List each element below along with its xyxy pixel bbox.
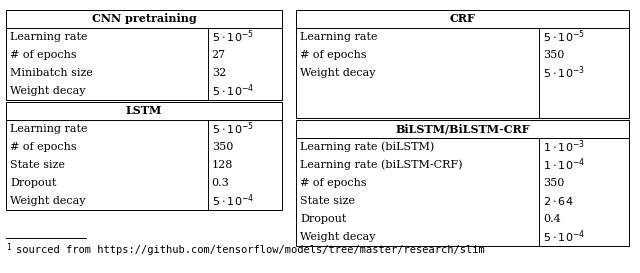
Text: $1 \cdot 10^{-3}$: $1 \cdot 10^{-3}$: [543, 139, 585, 155]
Text: 350: 350: [543, 178, 564, 188]
Text: Learning rate: Learning rate: [10, 32, 88, 42]
Text: State size: State size: [300, 196, 355, 206]
Text: 0.3: 0.3: [212, 178, 230, 188]
Text: sourced from https://github.com/tensorflow/models/tree/master/research/slim: sourced from https://github.com/tensorfl…: [16, 245, 484, 255]
Text: Dropout: Dropout: [10, 178, 56, 188]
Bar: [296, 120, 629, 246]
Text: 32: 32: [212, 68, 226, 78]
Text: $^1$: $^1$: [6, 242, 13, 258]
Text: $2 \cdot 64$: $2 \cdot 64$: [543, 195, 574, 207]
Text: Weight decay: Weight decay: [10, 196, 86, 206]
Text: 350: 350: [212, 142, 233, 152]
Bar: [296, 10, 629, 118]
Text: $5 \cdot 10^{-3}$: $5 \cdot 10^{-3}$: [543, 65, 585, 81]
Text: $5 \cdot 10^{-4}$: $5 \cdot 10^{-4}$: [543, 229, 586, 245]
Text: State size: State size: [10, 160, 65, 170]
Text: $5 \cdot 10^{-5}$: $5 \cdot 10^{-5}$: [212, 121, 253, 137]
Text: CRF: CRF: [450, 13, 476, 25]
Text: BiLSTM/BiLSTM-CRF: BiLSTM/BiLSTM-CRF: [396, 123, 530, 135]
Text: $5 \cdot 10^{-5}$: $5 \cdot 10^{-5}$: [543, 29, 585, 45]
Bar: [6, 102, 282, 210]
Text: CNN pretraining: CNN pretraining: [92, 13, 196, 25]
Text: $5 \cdot 10^{-4}$: $5 \cdot 10^{-4}$: [212, 193, 254, 209]
Text: 128: 128: [212, 160, 233, 170]
Text: Weight decay: Weight decay: [300, 232, 376, 242]
Text: LSTM: LSTM: [126, 105, 163, 117]
Text: # of epochs: # of epochs: [10, 50, 77, 60]
Text: $5 \cdot 10^{-4}$: $5 \cdot 10^{-4}$: [212, 83, 254, 99]
Text: Learning rate: Learning rate: [300, 32, 378, 42]
Text: Minibatch size: Minibatch size: [10, 68, 93, 78]
Text: # of epochs: # of epochs: [10, 142, 77, 152]
Text: 350: 350: [543, 50, 564, 60]
Text: $1 \cdot 10^{-4}$: $1 \cdot 10^{-4}$: [543, 157, 586, 173]
Text: # of epochs: # of epochs: [300, 50, 367, 60]
Text: # of epochs: # of epochs: [300, 178, 367, 188]
Text: 0.4: 0.4: [543, 214, 561, 224]
Text: $5 \cdot 10^{-5}$: $5 \cdot 10^{-5}$: [212, 29, 253, 45]
Text: Dropout: Dropout: [300, 214, 347, 224]
Text: Weight decay: Weight decay: [10, 86, 86, 96]
Text: Weight decay: Weight decay: [300, 68, 376, 78]
Text: Learning rate (biLSTM-CRF): Learning rate (biLSTM-CRF): [300, 160, 463, 170]
Text: 27: 27: [212, 50, 226, 60]
Text: Learning rate (biLSTM): Learning rate (biLSTM): [300, 142, 435, 152]
Text: Learning rate: Learning rate: [10, 124, 88, 134]
Bar: [6, 10, 282, 100]
